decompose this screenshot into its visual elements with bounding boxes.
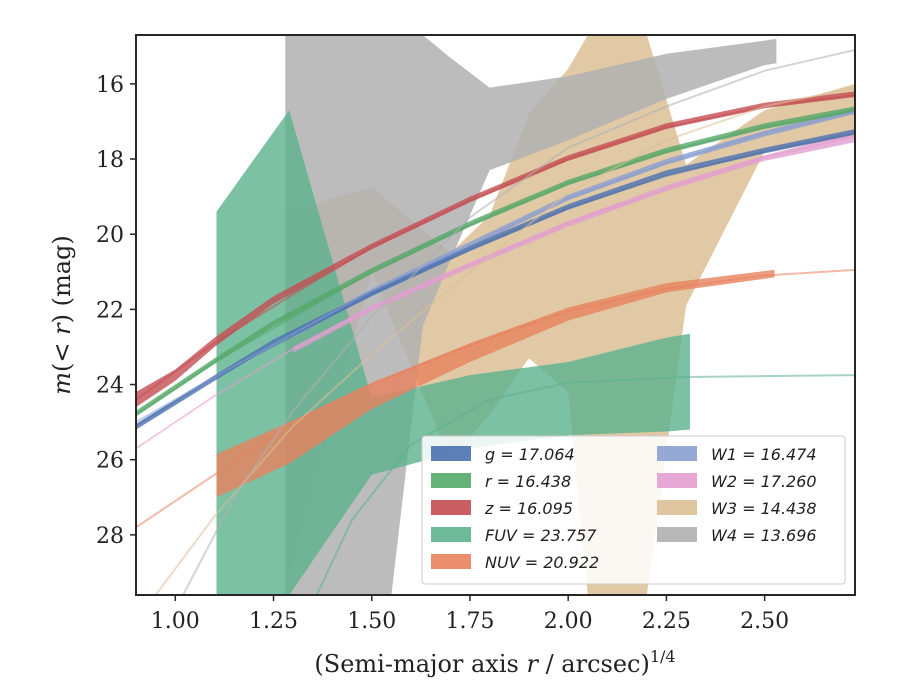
x-axis-label-exponent: 1/4 <box>650 647 676 666</box>
legend-swatch-w3 <box>657 500 697 515</box>
y-axis-label: m(< r) (mag) <box>48 235 76 395</box>
x-tick-label: 2.00 <box>544 609 593 634</box>
legend-label-z: z = 16.095 <box>484 499 573 518</box>
x-tick-label: 1.00 <box>151 609 200 634</box>
legend-swatch-w1 <box>657 446 697 461</box>
plot-frame <box>135 34 856 596</box>
model-curve-z <box>136 94 855 401</box>
y-tick-label: 26 <box>96 449 124 474</box>
legend-label-r: r = 16.438 <box>485 472 571 491</box>
model-curve-nuv <box>136 268 855 529</box>
legend-label-nuv: NUV = 20.922 <box>485 553 599 572</box>
legend-label-w1: W1 = 16.474 <box>711 445 817 464</box>
legend-swatch-w4 <box>657 527 697 542</box>
legend-label-w3: W3 = 14.438 <box>711 499 817 518</box>
model-curve-r <box>136 109 855 416</box>
x-axis: 1.00 1.25 1.50 1.75 2.00 2.25 2.50 <box>151 595 789 634</box>
legend-swatch-w2 <box>657 473 697 488</box>
x-axis-label: (Semi-major axis r / arcsec)1/4 <box>314 647 675 678</box>
legend-swatch-nuv <box>431 554 471 569</box>
model-curve-w4 <box>182 49 855 595</box>
x-tick-label: 2.25 <box>642 609 691 634</box>
y-tick-label: 22 <box>96 298 124 323</box>
y-axis: 16 18 20 22 24 26 28 <box>96 73 136 549</box>
legend: g = 17.064 r = 16.438 z = 16.095 FUV = 23.7… <box>421 435 846 585</box>
y-tick-label: 18 <box>96 148 124 173</box>
legend-label-fuv: FUV = 23.757 <box>485 526 597 545</box>
legend-swatch-g <box>431 446 471 461</box>
model-curve-layer <box>136 49 855 595</box>
x-tick-label: 1.50 <box>347 609 396 634</box>
legend-label-g: g = 17.064 <box>485 445 575 464</box>
band-w4 <box>285 35 777 595</box>
legend-label-w2: W2 = 17.260 <box>711 472 817 491</box>
x-tick-label: 1.25 <box>249 609 298 634</box>
y-tick-label: 24 <box>96 374 124 399</box>
y-tick-label: 16 <box>96 73 124 98</box>
model-curve-w2 <box>136 135 855 450</box>
y-tick-label: 28 <box>96 524 124 549</box>
y-tick-label: 20 <box>96 223 124 248</box>
model-curve-w1 <box>136 111 855 423</box>
x-tick-label: 2.50 <box>740 609 789 634</box>
model-curve-fuv <box>315 374 855 595</box>
legend-swatch-r <box>431 473 471 488</box>
legend-box <box>421 435 846 585</box>
legend-label-w4: W4 = 13.696 <box>711 526 817 545</box>
band-fuv <box>216 110 690 595</box>
legend-entries: g = 17.064 r = 16.438 z = 16.095 FUV = 23.7… <box>431 445 817 572</box>
x-tick-label: 1.75 <box>445 609 494 634</box>
legend-swatch-fuv <box>431 527 471 542</box>
x-axis-label-variable: r <box>526 650 539 678</box>
legend-swatch-z <box>431 500 471 515</box>
